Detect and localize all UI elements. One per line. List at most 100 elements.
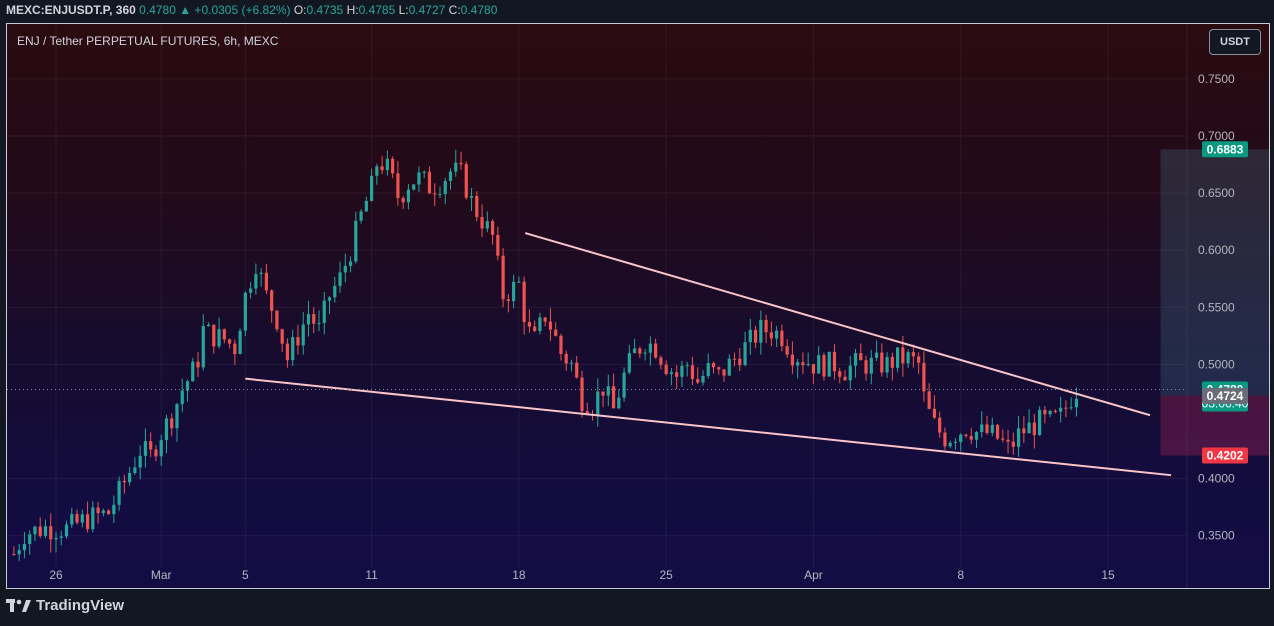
candle-body bbox=[480, 216, 484, 229]
candle-body bbox=[827, 351, 831, 377]
x-tick-label: 5 bbox=[242, 568, 249, 582]
candle-body bbox=[938, 417, 942, 433]
candle-body bbox=[701, 375, 705, 383]
candle bbox=[596, 378, 600, 427]
candle bbox=[59, 530, 63, 546]
candle bbox=[885, 352, 889, 378]
candle bbox=[327, 296, 332, 315]
candle bbox=[1027, 409, 1031, 434]
candle-body bbox=[154, 449, 158, 457]
candle bbox=[1074, 387, 1079, 417]
price-badge-label: 0.6883 bbox=[1207, 142, 1244, 156]
candle-body bbox=[1053, 410, 1057, 412]
candle-body bbox=[243, 292, 247, 331]
candle bbox=[696, 367, 700, 384]
candle-body bbox=[317, 322, 321, 324]
candle bbox=[206, 322, 211, 327]
candle-body bbox=[654, 343, 658, 358]
candle bbox=[1064, 400, 1068, 418]
candle-body bbox=[990, 424, 994, 433]
candle bbox=[775, 325, 779, 348]
candle bbox=[270, 289, 274, 323]
candle bbox=[748, 318, 752, 355]
candle-body bbox=[49, 526, 53, 540]
candle bbox=[896, 347, 900, 373]
candle-body bbox=[417, 172, 421, 185]
candle-body bbox=[112, 504, 116, 515]
candle-body bbox=[611, 386, 616, 409]
lower-trendline[interactable] bbox=[245, 377, 1172, 477]
candle bbox=[391, 156, 395, 179]
candle bbox=[848, 355, 852, 390]
candle-body bbox=[338, 272, 342, 286]
candle bbox=[985, 415, 989, 435]
price-badge: 0.4724 bbox=[1202, 387, 1248, 404]
candle-body bbox=[890, 356, 894, 368]
candle bbox=[469, 187, 474, 211]
candle bbox=[454, 149, 458, 177]
candle-body bbox=[1074, 398, 1079, 408]
candle-body bbox=[538, 317, 542, 331]
position-target-zone[interactable] bbox=[1160, 149, 1269, 396]
candle bbox=[664, 360, 668, 376]
candle bbox=[401, 195, 405, 209]
candle bbox=[727, 354, 731, 376]
candle-body bbox=[191, 361, 195, 382]
candle bbox=[348, 256, 353, 273]
candle bbox=[385, 150, 389, 176]
candle bbox=[496, 226, 500, 261]
candle-body bbox=[859, 353, 863, 361]
candle-body bbox=[995, 424, 1000, 439]
candle-body bbox=[85, 514, 90, 530]
candle-body bbox=[869, 357, 873, 374]
candle-body bbox=[201, 326, 205, 368]
chart-frame[interactable]: 0.7500 0.7000 0.6500 0.6000 0.5500 0.5000 0.40… bbox=[6, 23, 1270, 589]
currency-button[interactable]: USDT bbox=[1209, 29, 1261, 55]
candle-body bbox=[259, 272, 263, 274]
candle-body bbox=[312, 314, 316, 324]
candle-body bbox=[533, 326, 537, 331]
tradingview-logo[interactable]: TradingView bbox=[6, 597, 124, 614]
candle bbox=[222, 328, 226, 344]
candle-body bbox=[496, 234, 500, 256]
candle bbox=[648, 336, 652, 366]
candle bbox=[633, 338, 637, 354]
upper-trendline[interactable] bbox=[524, 232, 1151, 417]
candle-body bbox=[659, 357, 663, 365]
candle bbox=[822, 352, 826, 381]
candle bbox=[796, 358, 800, 379]
candle-body bbox=[880, 352, 884, 373]
candle-body bbox=[212, 324, 216, 347]
candle-body bbox=[322, 300, 326, 323]
candle bbox=[638, 346, 642, 359]
candle bbox=[154, 445, 158, 462]
candle bbox=[101, 508, 105, 517]
symbol-label[interactable]: MEXC:ENJUSDT.P, 360 bbox=[6, 3, 136, 17]
candle bbox=[722, 369, 726, 382]
candle bbox=[133, 457, 137, 475]
candle bbox=[191, 357, 195, 382]
candle bbox=[880, 343, 884, 377]
candle bbox=[838, 367, 842, 384]
candle bbox=[538, 312, 542, 335]
candle bbox=[317, 310, 321, 332]
candle bbox=[364, 196, 368, 212]
candle bbox=[75, 509, 79, 525]
candle bbox=[117, 476, 121, 511]
candle-body bbox=[459, 162, 463, 165]
candle bbox=[959, 433, 963, 452]
candle-body bbox=[617, 397, 621, 409]
candle-body bbox=[985, 424, 989, 433]
candle bbox=[107, 509, 111, 515]
candle bbox=[438, 186, 442, 199]
candle bbox=[690, 356, 695, 386]
candle-body bbox=[633, 348, 637, 354]
price-chart[interactable]: 0.7500 0.7000 0.6500 0.6000 0.5500 0.5000 0.40… bbox=[7, 24, 1269, 588]
candle-body bbox=[406, 189, 411, 203]
candle-body bbox=[133, 467, 137, 473]
candle-body bbox=[980, 424, 984, 433]
candle bbox=[938, 411, 942, 438]
candle bbox=[738, 347, 742, 371]
candle-body bbox=[775, 330, 779, 339]
candle bbox=[743, 331, 747, 367]
